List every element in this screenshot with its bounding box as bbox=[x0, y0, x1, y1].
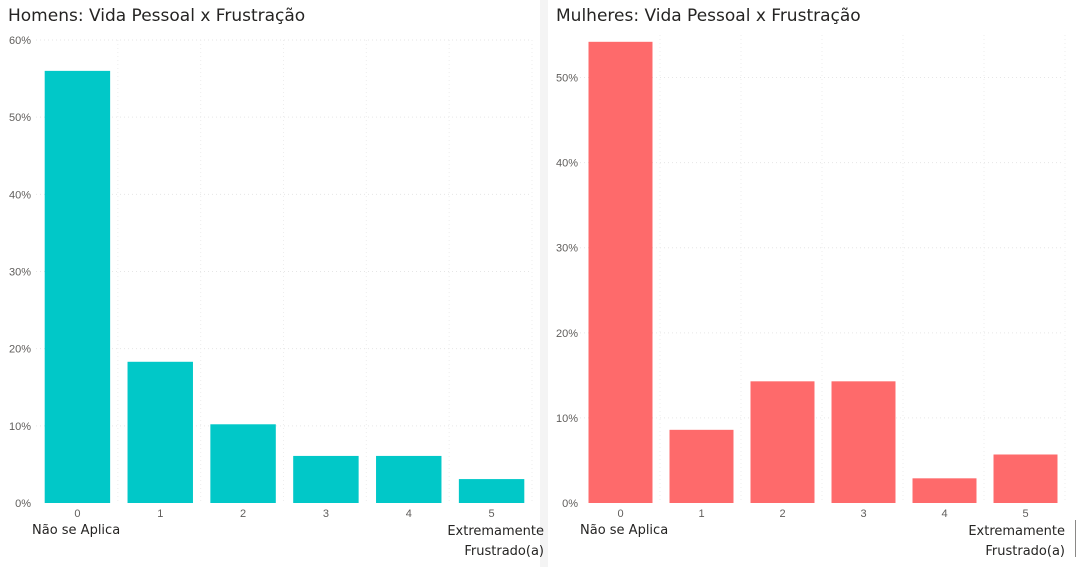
bar-2[interactable] bbox=[210, 424, 276, 503]
bar-1[interactable] bbox=[127, 361, 193, 503]
bar-0[interactable] bbox=[44, 70, 111, 503]
x-tick-label: 3 bbox=[323, 508, 329, 520]
bar-0[interactable] bbox=[588, 41, 653, 503]
bar-4[interactable] bbox=[376, 455, 442, 503]
y-tick-label: 0% bbox=[562, 498, 578, 510]
y-tick-label: 50% bbox=[556, 73, 578, 85]
bar-5[interactable] bbox=[458, 479, 525, 503]
bar-chart-women: 0% 10% 20% 30% 40% 50% 0 1 2 3 4 5 bbox=[556, 35, 1066, 520]
chart-title: Mulheres: Vida Pessoal x Frustração bbox=[556, 6, 861, 26]
x-tick-label: 5 bbox=[1022, 508, 1028, 520]
x-axis-max-note-line2: Frustrado(a) bbox=[464, 544, 544, 559]
x-tick-label: 1 bbox=[698, 508, 704, 520]
y-tick-label: 50% bbox=[9, 112, 31, 124]
y-tick-label: 30% bbox=[9, 267, 31, 279]
chart-panel-women: Mulheres: Vida Pessoal x Frustração 0% 10… bbox=[548, 0, 1079, 567]
x-tick-label: 0 bbox=[617, 508, 623, 520]
x-tick-label: 4 bbox=[406, 508, 412, 520]
x-axis-max-note-line1: Extremamente bbox=[968, 524, 1065, 539]
y-tick-label: 40% bbox=[9, 189, 31, 201]
x-axis-min-note: Não se Aplica bbox=[32, 523, 121, 538]
y-tick-label: 30% bbox=[556, 243, 578, 255]
y-tick-label: 10% bbox=[9, 421, 31, 433]
bar-2[interactable] bbox=[750, 381, 815, 503]
bar-5[interactable] bbox=[993, 454, 1058, 503]
y-tick-label: 0% bbox=[15, 498, 31, 510]
x-tick-label: 0 bbox=[74, 508, 80, 520]
scrollbar-edge bbox=[1075, 520, 1076, 557]
x-axis-max-note: Extremamente Frustrado(a) bbox=[968, 522, 1065, 562]
y-tick-label: 10% bbox=[556, 413, 578, 425]
bar-1[interactable] bbox=[669, 429, 734, 503]
x-axis-max-note-line2: Frustrado(a) bbox=[985, 544, 1065, 559]
x-tick-label: 1 bbox=[157, 508, 163, 520]
bar-chart-men: 0% 10% 20% 30% 40% 50% 60% 0 1 2 3 4 5 bbox=[9, 35, 533, 520]
x-tick-label: 5 bbox=[489, 508, 495, 520]
bar-3[interactable] bbox=[831, 381, 896, 503]
y-tick-label: 20% bbox=[556, 328, 578, 340]
x-tick-label: 2 bbox=[240, 508, 246, 520]
y-tick-label: 40% bbox=[556, 158, 578, 170]
x-axis-max-note: Extremamente Frustrado(a) bbox=[447, 522, 544, 562]
chart-title: Homens: Vida Pessoal x Frustração bbox=[8, 6, 306, 26]
bar-3[interactable] bbox=[293, 455, 359, 503]
x-axis-min-note: Não se Aplica bbox=[580, 523, 669, 538]
chart-panel-men: Homens: Vida Pessoal x Frustração 0% 10% 2… bbox=[0, 0, 544, 567]
x-tick-label: 4 bbox=[941, 508, 947, 520]
x-axis-max-note-line1: Extremamente bbox=[447, 524, 544, 539]
x-tick-label: 2 bbox=[779, 508, 785, 520]
bar-4[interactable] bbox=[912, 478, 977, 503]
x-tick-label: 3 bbox=[860, 508, 866, 520]
y-tick-label: 60% bbox=[9, 35, 31, 47]
y-tick-label: 20% bbox=[9, 344, 31, 356]
